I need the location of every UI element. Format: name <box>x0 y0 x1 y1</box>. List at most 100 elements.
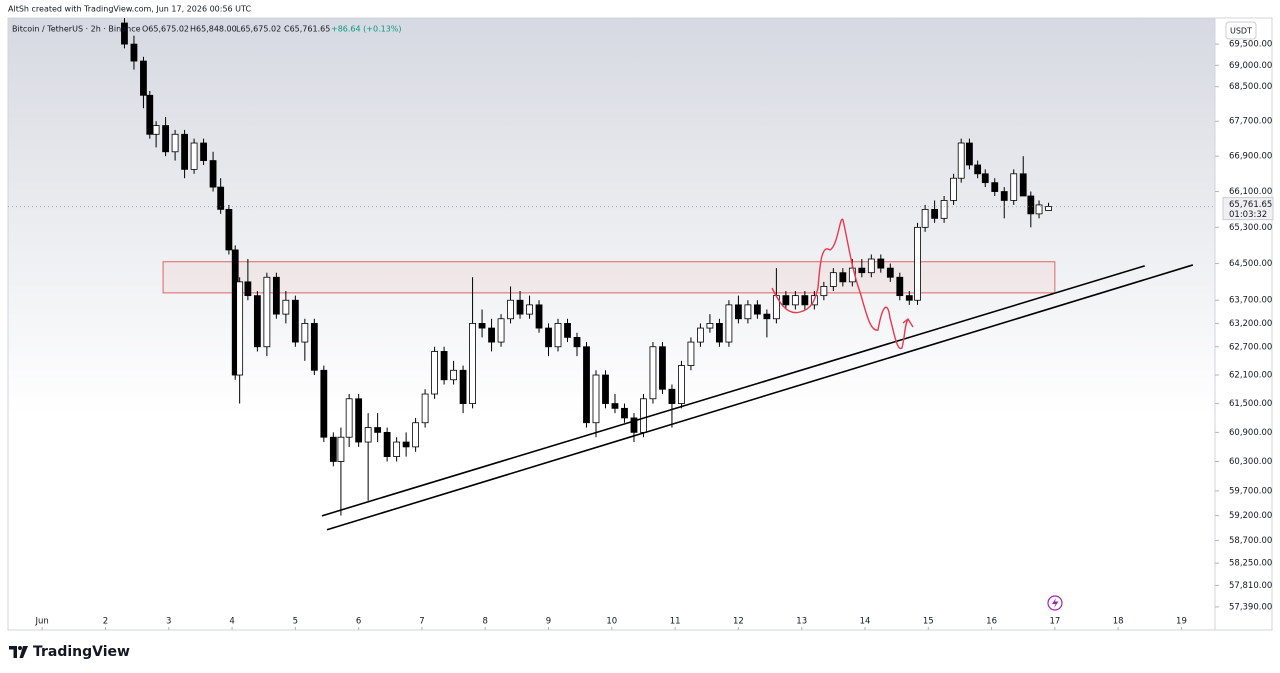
candle-body <box>469 323 476 404</box>
candle-body <box>706 323 714 329</box>
candle-body <box>896 276 904 297</box>
candle-body <box>209 160 217 188</box>
x-tick-label: Jun <box>35 617 49 627</box>
candle-body <box>687 341 695 366</box>
candle-body <box>162 125 169 153</box>
candle-body <box>355 398 363 443</box>
candle-body <box>905 295 913 301</box>
candle-body <box>244 281 252 297</box>
candle-body <box>345 398 353 438</box>
candle-body <box>640 398 647 433</box>
candle-body <box>592 374 600 424</box>
alert-bolt <box>1052 598 1059 608</box>
candle-body <box>801 295 809 306</box>
candle-body <box>450 369 457 381</box>
x-tick-label: 7 <box>419 617 424 627</box>
candle-body <box>200 142 207 161</box>
candle-body <box>121 22 128 45</box>
y-tick-label: 66,900.00 <box>1229 152 1272 162</box>
candle-body <box>659 346 666 390</box>
x-tick-label: 9 <box>546 617 551 627</box>
candle-body <box>497 318 505 343</box>
x-tick-label: 13 <box>796 617 807 627</box>
candle-body <box>1000 191 1008 201</box>
y-tick-label: 60,900.00 <box>1229 428 1272 438</box>
x-tick-label: 16 <box>986 617 997 627</box>
ohlc-low: L65,675.02 <box>236 25 281 34</box>
candle-body <box>753 304 761 315</box>
candle-body <box>225 208 233 251</box>
candle-body <box>507 299 514 320</box>
x-tick-label: 15 <box>923 617 934 627</box>
x-tick-label: 6 <box>356 617 361 627</box>
candle-body <box>526 304 533 315</box>
candle-body <box>839 272 847 283</box>
y-tick-label: 59,700.00 <box>1229 486 1272 496</box>
candle-body <box>402 441 410 448</box>
chart-frame <box>7 17 1273 631</box>
change-label: +86.64 (+0.13%) <box>331 25 402 34</box>
last-price-label: 65,761.65 <box>1229 200 1272 210</box>
y-tick-label: 58,700.00 <box>1229 536 1272 546</box>
candle-body <box>440 351 448 381</box>
candle-body <box>697 327 704 343</box>
candle-body <box>291 299 299 343</box>
candle-body <box>282 299 290 315</box>
candle-body <box>431 351 438 395</box>
candle-body <box>820 286 828 297</box>
candle-body <box>611 403 619 409</box>
x-tick-label: 19 <box>1176 617 1187 627</box>
candle-body <box>181 133 188 170</box>
trendline <box>321 265 1145 517</box>
candle-body <box>668 388 676 404</box>
alert-icon[interactable] <box>1047 595 1063 611</box>
candle-body <box>217 186 225 210</box>
brand-logo <box>9 646 28 658</box>
trendline <box>326 264 1194 531</box>
candle-body <box>914 226 921 301</box>
candle-body <box>516 299 524 315</box>
x-tick-label: 2 <box>103 617 108 627</box>
candle-body <box>931 208 939 219</box>
candle-body <box>535 304 543 329</box>
candle-body <box>374 427 382 433</box>
countdown-label: 01:03:32 <box>1229 210 1267 220</box>
candle-body <box>253 295 261 348</box>
y-tick-label: 62,100.00 <box>1229 371 1272 381</box>
y-tick-label: 63,700.00 <box>1229 296 1272 306</box>
x-tick-label: 11 <box>670 617 681 627</box>
y-tick-label: 57,390.00 <box>1229 602 1272 612</box>
candle-body <box>957 142 965 179</box>
x-tick-label: 17 <box>1049 617 1060 627</box>
candle-body <box>1027 195 1035 215</box>
hand-drawn-path <box>771 218 914 350</box>
candle-body <box>459 369 467 404</box>
candle-body <box>1010 173 1018 201</box>
y-tick-label: 57,810.00 <box>1229 581 1272 591</box>
candle-body <box>393 441 401 458</box>
y-tick-label: 66,100.00 <box>1229 187 1272 197</box>
candle-body <box>310 323 318 371</box>
candle-body <box>301 323 309 343</box>
candle-body <box>412 422 420 448</box>
candle-body <box>966 142 973 166</box>
y-tick-label: 67,700.00 <box>1229 117 1272 127</box>
y-tick-label: 62,700.00 <box>1229 342 1272 352</box>
candle-body <box>263 276 271 348</box>
y-tick-label: 64,500.00 <box>1229 259 1272 269</box>
x-tick-label: 12 <box>733 617 744 627</box>
currency-label[interactable]: USDT <box>1230 27 1252 36</box>
y-tick-label: 68,500.00 <box>1229 82 1272 92</box>
candle-body <box>171 133 179 153</box>
candle-body <box>152 125 160 135</box>
currency-button[interactable] <box>1225 21 1257 40</box>
candle-body <box>488 327 495 343</box>
y-tick-label: 61,500.00 <box>1229 399 1272 409</box>
candle-body <box>272 276 280 315</box>
candle-body <box>130 43 138 62</box>
candle-body <box>364 427 372 443</box>
candle-body <box>337 436 345 462</box>
ohlc-close: C65,761.65 <box>284 25 330 34</box>
candle-body <box>630 417 638 433</box>
x-tick-label: 8 <box>483 617 488 627</box>
